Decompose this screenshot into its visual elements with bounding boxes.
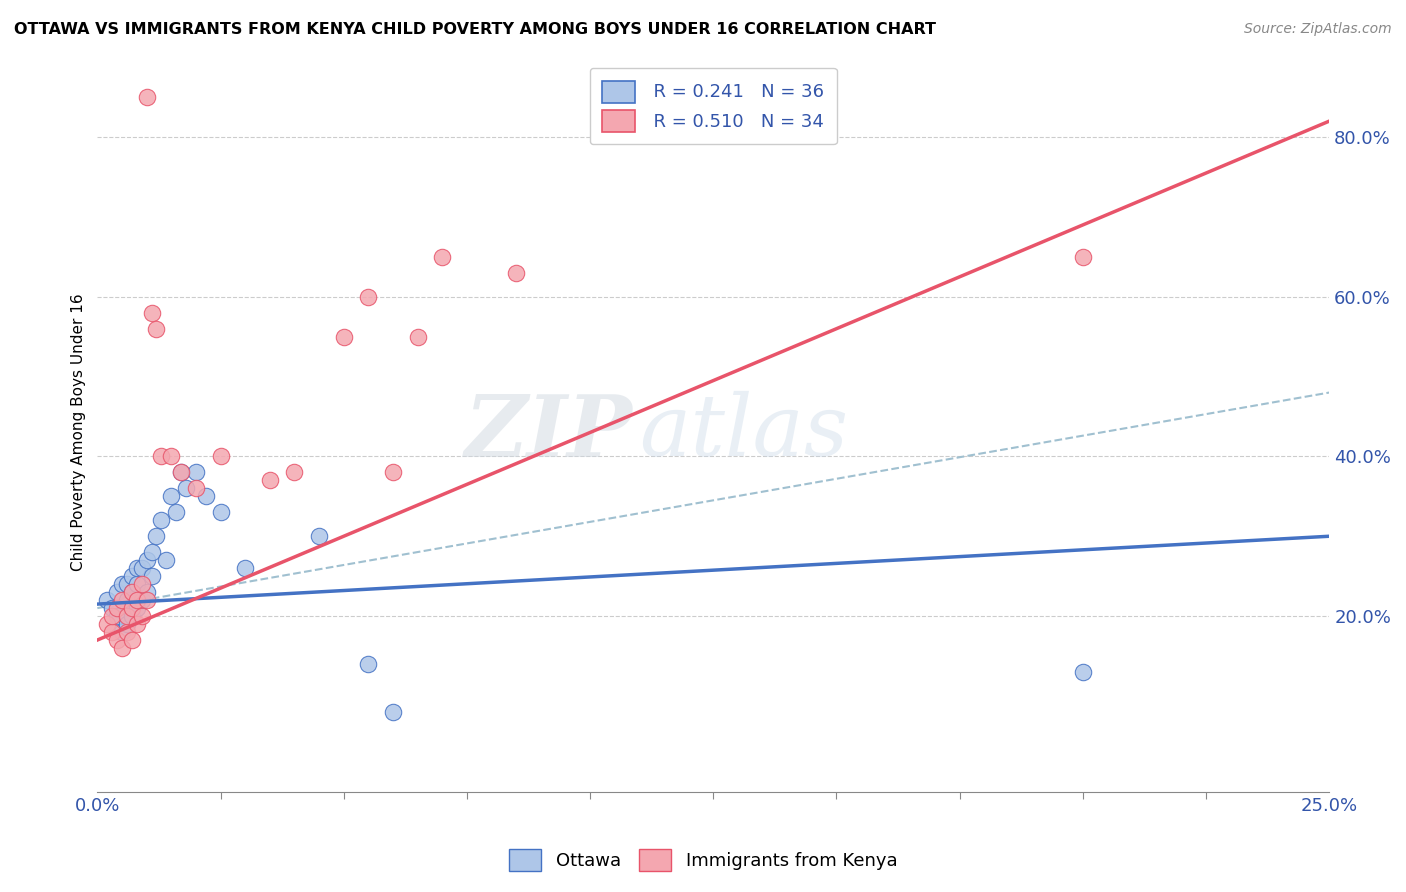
Point — [382, 466, 405, 480]
Point — [160, 489, 183, 503]
Text: atlas: atlas — [640, 391, 848, 474]
Point — [111, 640, 134, 655]
Point — [432, 250, 454, 264]
Point — [125, 561, 148, 575]
Point — [121, 633, 143, 648]
Point — [332, 329, 354, 343]
Point — [111, 577, 134, 591]
Legend:   R = 0.241   N = 36,   R = 0.510   N = 34: R = 0.241 N = 36, R = 0.510 N = 34 — [589, 68, 837, 145]
Point — [131, 577, 153, 591]
Point — [121, 601, 143, 615]
Point — [121, 569, 143, 583]
Point — [121, 585, 143, 599]
Point — [101, 625, 124, 640]
Point — [131, 609, 153, 624]
Point — [170, 466, 193, 480]
Point — [184, 466, 207, 480]
Point — [105, 609, 128, 624]
Point — [194, 489, 217, 503]
Point — [145, 321, 167, 335]
Point — [357, 290, 380, 304]
Point — [150, 513, 173, 527]
Point — [131, 561, 153, 575]
Point — [150, 450, 173, 464]
Point — [135, 585, 157, 599]
Point — [283, 466, 305, 480]
Point — [105, 601, 128, 615]
Point — [1071, 250, 1094, 264]
Point — [115, 609, 138, 624]
Point — [125, 577, 148, 591]
Point — [406, 329, 429, 343]
Point — [145, 529, 167, 543]
Point — [209, 450, 232, 464]
Point — [115, 625, 138, 640]
Point — [115, 577, 138, 591]
Point — [174, 481, 197, 495]
Point — [141, 306, 163, 320]
Legend: Ottawa, Immigrants from Kenya: Ottawa, Immigrants from Kenya — [502, 842, 904, 879]
Point — [184, 481, 207, 495]
Point — [165, 505, 187, 519]
Text: ZIP: ZIP — [465, 391, 633, 475]
Point — [160, 450, 183, 464]
Point — [115, 593, 138, 607]
Y-axis label: Child Poverty Among Boys Under 16: Child Poverty Among Boys Under 16 — [72, 293, 86, 571]
Text: OTTAWA VS IMMIGRANTS FROM KENYA CHILD POVERTY AMONG BOYS UNDER 16 CORRELATION CH: OTTAWA VS IMMIGRANTS FROM KENYA CHILD PO… — [14, 22, 936, 37]
Point — [101, 609, 124, 624]
Point — [111, 593, 134, 607]
Point — [125, 593, 148, 607]
Point — [135, 553, 157, 567]
Point — [121, 585, 143, 599]
Point — [357, 657, 380, 671]
Point — [105, 633, 128, 648]
Point — [135, 593, 157, 607]
Point — [115, 617, 138, 632]
Text: Source: ZipAtlas.com: Source: ZipAtlas.com — [1244, 22, 1392, 37]
Point — [209, 505, 232, 519]
Point — [125, 617, 148, 632]
Point — [111, 625, 134, 640]
Point — [96, 617, 118, 632]
Point — [233, 561, 256, 575]
Point — [505, 266, 527, 280]
Point — [259, 474, 281, 488]
Point — [101, 601, 124, 615]
Point — [121, 609, 143, 624]
Point — [155, 553, 177, 567]
Point — [96, 593, 118, 607]
Point — [170, 466, 193, 480]
Point — [125, 601, 148, 615]
Point — [308, 529, 330, 543]
Point — [141, 569, 163, 583]
Point — [135, 90, 157, 104]
Point — [105, 585, 128, 599]
Point — [1071, 665, 1094, 679]
Point — [382, 705, 405, 719]
Point — [131, 593, 153, 607]
Point — [141, 545, 163, 559]
